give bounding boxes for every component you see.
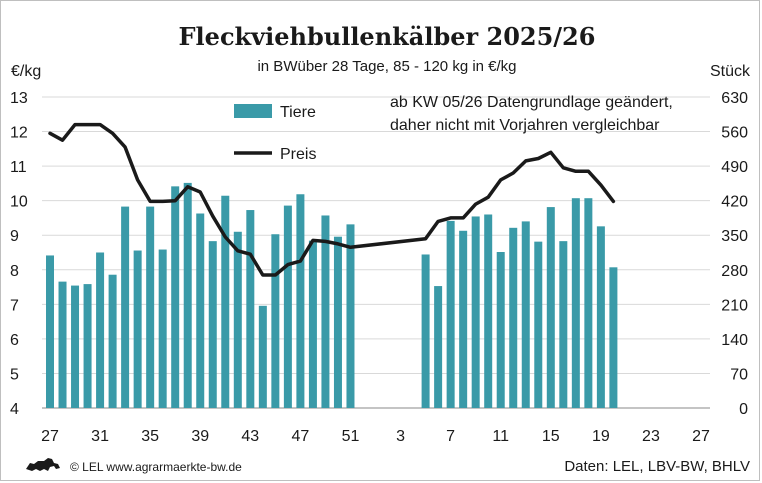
bar-tiere-kw5 xyxy=(421,254,430,408)
bar-tiere-kw49 xyxy=(321,215,330,408)
bar-tiere-kw44 xyxy=(258,305,267,408)
bar-tiere-kw34 xyxy=(133,250,142,408)
left-tick-label: 13 xyxy=(10,90,28,107)
right-tick-label: 560 xyxy=(721,125,748,142)
bar-tiere-kw17 xyxy=(571,198,580,408)
right-axis-ticks: 630 560 490 420 350 280 210 140 70 0 xyxy=(721,90,748,418)
right-tick-label: 350 xyxy=(721,228,748,245)
x-tick-label: 11 xyxy=(492,428,509,445)
right-tick-label: 490 xyxy=(721,159,748,176)
chart-title: Fleckviehbullenkälber 2025/26 xyxy=(179,22,596,51)
bar-tiere-kw15 xyxy=(546,207,555,408)
x-tick-label: 19 xyxy=(592,428,610,445)
left-tick-label: 6 xyxy=(10,332,19,349)
legend-label-tiere: Tiere xyxy=(280,104,316,121)
left-tick-label: 9 xyxy=(10,228,19,245)
right-tick-label: 70 xyxy=(730,366,748,383)
right-tick-label: 140 xyxy=(721,332,748,349)
bar-tiere-kw29 xyxy=(71,285,80,408)
x-tick-label: 35 xyxy=(141,428,159,445)
bar-tiere-kw13 xyxy=(521,221,530,408)
bar-tiere-kw14 xyxy=(534,241,543,408)
bar-tiere-kw7 xyxy=(446,220,455,408)
right-tick-label: 280 xyxy=(721,263,748,280)
bar-tiere-kw48 xyxy=(308,240,317,408)
bar-tiere-kw30 xyxy=(83,284,92,408)
bar-series-tiere xyxy=(46,182,618,408)
x-tick-label: 43 xyxy=(241,428,259,445)
bar-tiere-kw36 xyxy=(158,249,167,408)
right-axis-unit: Stück xyxy=(710,63,751,80)
x-tick-label: 47 xyxy=(292,428,310,445)
left-tick-label: 11 xyxy=(10,159,27,176)
x-tick-label: 31 xyxy=(91,428,109,445)
bar-tiere-kw28 xyxy=(58,281,67,408)
x-tick-label: 27 xyxy=(692,428,710,445)
left-tick-label: 4 xyxy=(10,401,19,418)
left-tick-label: 7 xyxy=(10,297,19,314)
bar-tiere-kw20 xyxy=(609,267,618,408)
bar-tiere-kw42 xyxy=(233,231,242,408)
annotation-line-2: daher nicht mit Vorjahren vergleichbar xyxy=(390,117,660,134)
bar-tiere-kw19 xyxy=(596,226,605,408)
bar-tiere-kw43 xyxy=(246,210,255,408)
annotation-line-1: ab KW 05/26 Datengrundlage geändert, xyxy=(390,94,673,111)
right-tick-label: 210 xyxy=(721,297,748,314)
footer-source: Daten: LEL, LBV-BW, BHLV xyxy=(564,458,750,475)
bar-tiere-kw37 xyxy=(171,186,180,408)
x-axis-ticks: 27 31 35 39 43 47 51 3 7 11 15 19 23 27 xyxy=(41,428,710,445)
left-axis-ticks: 13 12 11 10 9 8 7 6 5 4 xyxy=(10,90,28,418)
x-tick-label: 3 xyxy=(396,428,405,445)
bar-tiere-kw31 xyxy=(96,252,105,408)
right-tick-label: 420 xyxy=(721,194,748,211)
bar-tiere-kw45 xyxy=(271,234,280,408)
bar-tiere-kw12 xyxy=(509,227,518,408)
left-tick-label: 10 xyxy=(10,194,28,211)
left-tick-label: 12 xyxy=(10,125,28,142)
legend: Tiere Preis xyxy=(234,104,316,163)
x-tick-label: 15 xyxy=(542,428,560,445)
legend-label-preis: Preis xyxy=(280,146,316,163)
x-tick-label: 39 xyxy=(191,428,209,445)
x-tick-label: 7 xyxy=(446,428,455,445)
bar-tiere-kw32 xyxy=(108,274,117,408)
left-axis-unit: €/kg xyxy=(11,63,41,80)
line-series-preis xyxy=(48,122,616,277)
bar-tiere-kw18 xyxy=(584,198,593,408)
bar-tiere-kw33 xyxy=(121,206,130,408)
lion-logo xyxy=(26,458,60,471)
bar-tiere-kw51 xyxy=(346,224,355,408)
legend-swatch-tiere xyxy=(234,104,272,118)
bar-tiere-kw39 xyxy=(196,213,205,408)
x-tick-label: 23 xyxy=(642,428,660,445)
left-tick-label: 5 xyxy=(10,366,19,383)
bar-tiere-kw16 xyxy=(559,241,568,408)
bar-tiere-kw47 xyxy=(296,194,305,408)
bar-tiere-kw46 xyxy=(283,205,292,408)
bar-tiere-kw8 xyxy=(459,230,468,408)
x-tick-label: 27 xyxy=(41,428,59,445)
footer-credit: © LEL www.agrarmaerkte-bw.de xyxy=(70,460,242,474)
bar-tiere-kw35 xyxy=(146,206,155,408)
bar-tiere-kw50 xyxy=(333,236,342,408)
right-tick-label: 0 xyxy=(739,401,748,418)
bar-tiere-kw11 xyxy=(496,252,505,408)
bar-tiere-kw6 xyxy=(434,286,443,408)
bar-tiere-kw27 xyxy=(46,255,54,408)
bar-tiere-kw41 xyxy=(221,195,230,408)
x-tick-label: 51 xyxy=(342,428,360,445)
left-tick-label: 8 xyxy=(10,263,19,280)
bar-tiere-kw10 xyxy=(484,214,493,408)
bar-tiere-kw9 xyxy=(471,216,480,408)
chart-subtitle: in BWüber 28 Tage, 85 - 120 kg in €/kg xyxy=(257,58,516,75)
right-tick-label: 630 xyxy=(721,90,748,107)
bar-tiere-kw38 xyxy=(183,182,192,408)
bar-tiere-kw40 xyxy=(208,241,217,408)
